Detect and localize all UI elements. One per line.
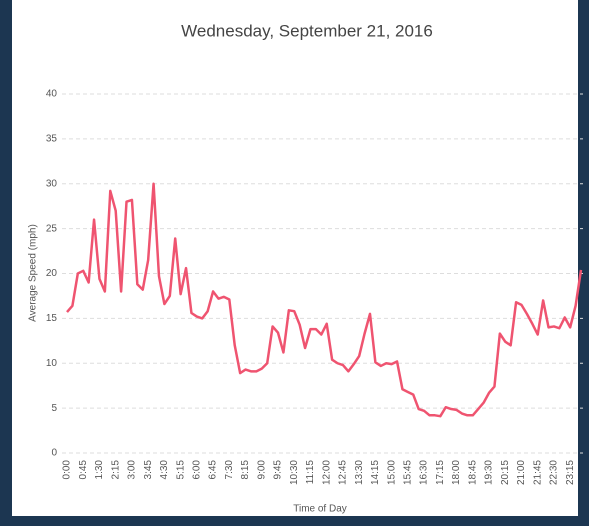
x-tick-label: 12:45 (338, 460, 349, 485)
x-tick-label: 18:45 (467, 460, 478, 485)
x-tick-label: 14:15 (370, 460, 381, 485)
x-tick-label: 21:00 (516, 460, 527, 485)
y-tick-label: 10 (46, 358, 58, 369)
x-tick-label: 4:30 (159, 460, 170, 480)
y-tick-label: 30 (46, 178, 58, 189)
x-tick-label: 18:00 (451, 460, 462, 485)
x-tick-label: 9:00 (256, 460, 267, 480)
x-tick-label: 17:15 (435, 460, 446, 485)
y-tick-label: 15 (46, 313, 58, 324)
x-tick-label: 19:30 (484, 460, 495, 485)
x-tick-label: 13:30 (354, 460, 365, 485)
x-tick-label: 8:15 (240, 460, 251, 480)
x-tick-label: 20:15 (500, 460, 511, 485)
y-axis-label: Average Speed (mph) (28, 224, 39, 322)
y-tick-label: 0 (51, 448, 57, 459)
x-tick-label: 11:15 (305, 460, 316, 485)
y-tick-label: 25 (46, 223, 58, 234)
data-line (66, 182, 583, 418)
y-tick-label: 5 (51, 403, 57, 414)
x-tick-label: 2:15 (110, 460, 121, 480)
x-axis-label: Time of Day (293, 504, 347, 515)
x-tick-label: 1:30 (94, 460, 105, 480)
x-tick-label: 5:15 (175, 460, 186, 480)
x-tick-label: 3:45 (143, 460, 154, 480)
x-tick-label: 21:45 (532, 460, 543, 485)
x-tick-label: 12:00 (321, 460, 332, 485)
y-tick-label: 35 (46, 134, 58, 145)
x-tick-label: 23:15 (565, 460, 576, 485)
y-tick-label: 40 (46, 89, 58, 100)
x-tick-label: 6:45 (208, 460, 219, 480)
x-tick-label: 6:00 (191, 460, 202, 480)
x-tick-label: 16:30 (419, 460, 430, 485)
y-tick-label: 20 (46, 268, 58, 279)
chart-title: Wednesday, September 21, 2016 (181, 21, 433, 40)
x-tick-label: 0:45 (78, 460, 89, 480)
x-tick-label: 10:30 (289, 460, 300, 485)
x-tick-label: 7:30 (224, 460, 235, 480)
x-tick-label: 15:45 (403, 460, 414, 485)
x-tick-label: 22:30 (549, 460, 560, 485)
x-tick-label: 3:00 (127, 460, 138, 480)
x-tick-label: 15:00 (386, 460, 397, 485)
x-tick-label: 9:45 (273, 460, 284, 480)
x-tick-label: 0:00 (62, 460, 73, 480)
